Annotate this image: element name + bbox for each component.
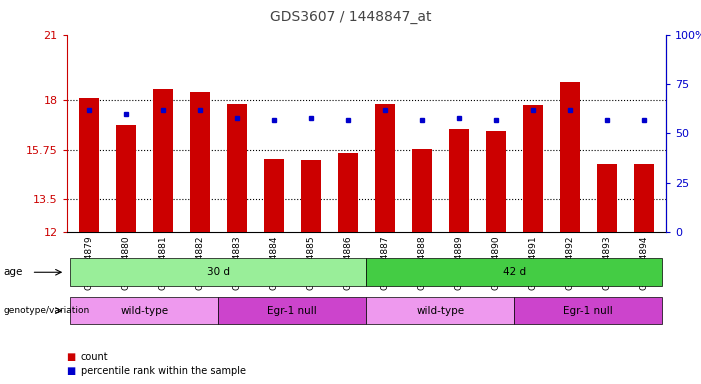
Bar	[301, 160, 321, 232]
Text: GDS3607 / 1448847_at: GDS3607 / 1448847_at	[270, 10, 431, 23]
Text: wild-type: wild-type	[416, 306, 464, 316]
Bar	[226, 104, 247, 232]
Text: age: age	[4, 267, 23, 277]
Bar	[522, 105, 543, 232]
Text: ■: ■	[67, 352, 76, 362]
Text: Egr-1 null: Egr-1 null	[564, 306, 613, 316]
Bar	[559, 82, 580, 232]
Text: 30 d: 30 d	[207, 267, 230, 277]
Bar	[597, 164, 617, 232]
Bar	[374, 104, 395, 232]
Bar	[338, 153, 358, 232]
Bar	[189, 92, 210, 232]
Bar	[153, 89, 173, 232]
Bar	[486, 131, 506, 232]
Bar	[634, 164, 654, 232]
Text: Egr-1 null: Egr-1 null	[267, 306, 317, 316]
Text: ■: ■	[67, 366, 76, 376]
Text: percentile rank within the sample: percentile rank within the sample	[81, 366, 245, 376]
Text: genotype/variation: genotype/variation	[4, 306, 90, 315]
Bar	[79, 98, 99, 232]
Text: 42 d: 42 d	[503, 267, 526, 277]
Bar	[116, 125, 136, 232]
Bar	[264, 159, 284, 232]
Bar	[449, 129, 469, 232]
Text: wild-type: wild-type	[121, 306, 168, 316]
Text: count: count	[81, 352, 108, 362]
Bar	[411, 149, 432, 232]
